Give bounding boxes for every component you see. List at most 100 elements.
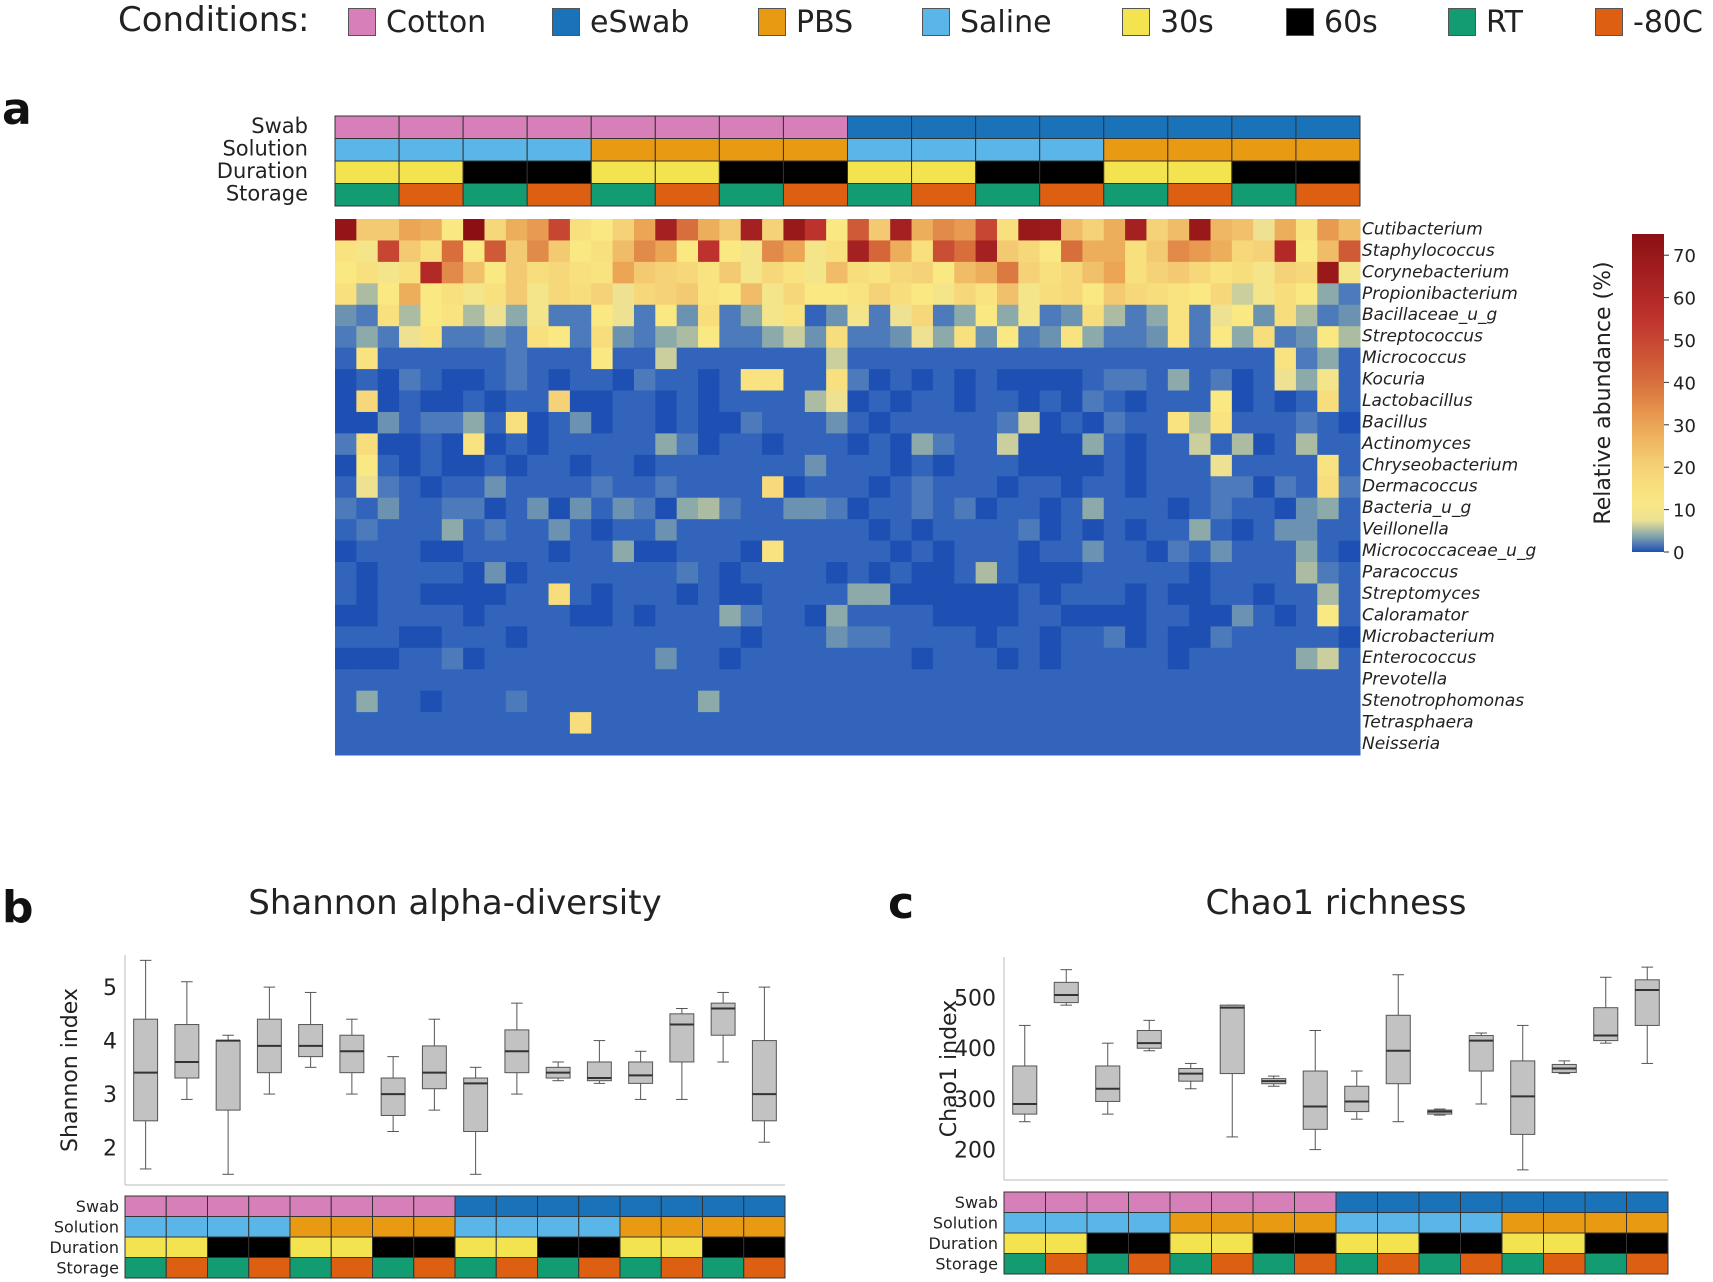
heatmap-cell xyxy=(1018,712,1041,735)
heatmap-cell xyxy=(847,562,870,584)
heatmap-cell xyxy=(1082,369,1105,392)
heatmap-cell xyxy=(591,454,614,477)
heatmap-cell xyxy=(1103,733,1126,756)
heatmap-cell xyxy=(548,540,571,563)
heatmap-cell xyxy=(1061,497,1083,520)
annotation-cell-swab xyxy=(1169,1191,1212,1213)
heatmap-cell xyxy=(1167,497,1190,520)
heatmap-cell xyxy=(1061,712,1083,735)
annotation-cell-solution xyxy=(1335,1212,1378,1234)
heatmap-cell xyxy=(1103,454,1126,477)
heatmap-cell xyxy=(527,283,550,306)
heatmap-cell xyxy=(655,219,678,241)
heatmap-cell xyxy=(804,283,827,306)
annotation-cell-swab xyxy=(1335,1191,1378,1213)
box xyxy=(1344,1085,1370,1113)
heatmap-cell xyxy=(335,454,357,477)
heatmap-cell xyxy=(932,604,955,627)
heatmap-cell xyxy=(676,454,699,477)
heatmap-cell xyxy=(356,712,379,735)
annotation-cell-solution xyxy=(537,1216,580,1238)
heatmap-cell xyxy=(484,261,507,284)
heatmap-cell xyxy=(783,519,806,542)
heatmap-cell xyxy=(954,733,977,756)
heatmap-cell xyxy=(420,733,443,756)
heatmap-cell xyxy=(399,219,421,241)
heatmap-cell xyxy=(569,647,592,670)
heatmap-cell xyxy=(698,712,720,735)
legend-swatch xyxy=(1122,8,1150,36)
heatmap-cell xyxy=(890,540,913,563)
heatmap-cell xyxy=(484,326,507,349)
heatmap-cell xyxy=(868,690,891,713)
heatmap-cell xyxy=(1061,540,1083,563)
heatmap-cell xyxy=(847,219,870,241)
box xyxy=(1178,1068,1204,1082)
heatmap-cell xyxy=(484,454,507,477)
heatmap-cell xyxy=(890,411,913,434)
heatmap-cell xyxy=(868,454,891,477)
annotation-cell-storage xyxy=(654,183,720,207)
heatmap-cell xyxy=(698,690,720,713)
heatmap-cell xyxy=(996,626,1019,649)
heatmap-cell xyxy=(633,519,656,542)
heatmap-cell xyxy=(719,433,742,456)
heatmap-cell xyxy=(762,712,784,735)
heatmap-cell xyxy=(954,712,977,735)
heatmap-cell xyxy=(484,219,507,241)
heatmap-cell xyxy=(996,733,1019,756)
heatmap-cell xyxy=(335,626,357,649)
heatmap-cell xyxy=(740,476,763,499)
heatmap-cell xyxy=(655,712,678,735)
heatmap-cell xyxy=(1317,411,1340,434)
heatmap-cell xyxy=(1253,433,1276,456)
heatmap-cell xyxy=(719,562,742,584)
heatmap-cell xyxy=(1167,647,1190,670)
heatmap-cell xyxy=(954,283,977,306)
annotation-cell-storage xyxy=(619,1257,662,1279)
heatmap-cell xyxy=(1210,219,1233,241)
heatmap-cell xyxy=(633,712,656,735)
heatmap-cell xyxy=(996,669,1019,692)
y-tick-label: 3 xyxy=(103,1083,117,1108)
heatmap-cell xyxy=(847,712,870,735)
annotation-cell-duration xyxy=(1377,1232,1420,1254)
annotation-cell-storage xyxy=(1295,183,1361,207)
heatmap-cell xyxy=(1231,733,1254,756)
heatmap-cell xyxy=(932,497,955,520)
annotation-cell-solution xyxy=(743,1216,786,1238)
heatmap-cell xyxy=(1167,411,1190,434)
annotation-cell-solution xyxy=(578,1216,621,1238)
heatmap-cell xyxy=(954,669,977,692)
heatmap-cell xyxy=(1103,433,1126,456)
heatmap-cell xyxy=(1253,347,1276,370)
heatmap-cell xyxy=(527,411,550,434)
heatmap-cell xyxy=(676,519,699,542)
heatmap-cell xyxy=(996,390,1019,413)
heatmap-cell xyxy=(868,369,891,392)
annotation-cell-duration xyxy=(590,160,656,184)
heatmap-cell xyxy=(804,540,827,563)
heatmap-cell xyxy=(932,411,955,434)
heatmap-cell xyxy=(1103,261,1126,284)
heatmap-cell xyxy=(1231,647,1254,670)
heatmap-cell xyxy=(911,326,934,349)
heatmap-row-label: Staphylococcus xyxy=(1362,241,1495,261)
heatmap-cell xyxy=(377,562,400,584)
heatmap-cell xyxy=(826,733,848,756)
heatmap-cell xyxy=(911,519,934,542)
heatmap-cell xyxy=(377,519,400,542)
heatmap-cell xyxy=(548,304,571,327)
heatmap-cell xyxy=(783,626,806,649)
heatmap-cell xyxy=(399,411,421,434)
heatmap-cell xyxy=(399,647,421,670)
annotation-cell-duration xyxy=(1460,1232,1503,1254)
heatmap-row-label: Stenotrophomonas xyxy=(1362,691,1524,711)
annotation-cell-storage xyxy=(1377,1253,1420,1275)
heatmap-cell xyxy=(975,283,998,306)
heatmap-cell xyxy=(420,712,443,735)
heatmap-cell xyxy=(505,562,528,584)
heatmap-cell xyxy=(1125,390,1147,413)
panel-label-b: b xyxy=(2,882,34,933)
heatmap-cell xyxy=(975,454,998,477)
